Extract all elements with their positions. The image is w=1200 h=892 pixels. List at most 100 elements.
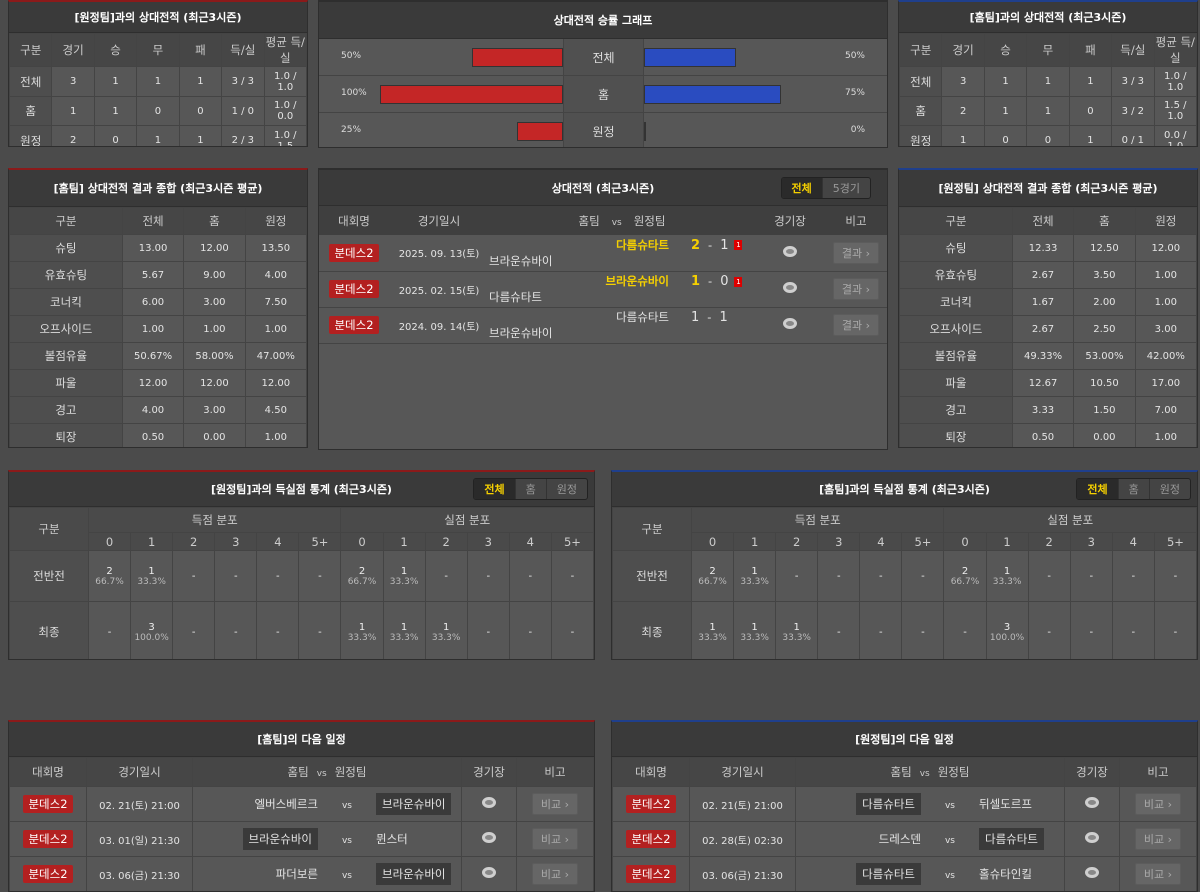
away-team[interactable]: 홀슈타인킬 <box>979 867 1032 881</box>
column-header: 대회명 <box>319 206 389 235</box>
away-score: 1 <box>719 310 728 325</box>
away-team[interactable]: 뒤셀도르프 <box>979 797 1032 811</box>
league-badge[interactable]: 분데스2 <box>23 795 73 813</box>
away-team[interactable]: 브라운슈바이 <box>489 326 553 340</box>
stadium-icon[interactable] <box>783 282 797 293</box>
stadium-icon[interactable] <box>482 797 496 808</box>
red-card-icon: 1 <box>734 276 743 287</box>
column-header: 무 <box>1026 33 1070 67</box>
compare-button[interactable]: 비교 › <box>531 863 579 885</box>
home-team[interactable]: 다름슈타트 <box>856 793 921 815</box>
column-header: 구분 <box>899 33 943 67</box>
result-button-label: 결과 <box>841 246 863 260</box>
home-team[interactable]: 다름슈타트 <box>856 863 921 885</box>
teams-cell: 드레스덴 vs 다름슈타트 <box>795 821 1065 857</box>
tab-all[interactable]: 전체 <box>474 479 515 499</box>
league-badge[interactable]: 분데스2 <box>329 280 379 298</box>
tab-away[interactable]: 원정 <box>545 479 587 499</box>
away-team[interactable]: 브라운슈바이 <box>489 253 553 268</box>
away-team[interactable]: 다름슈타트 <box>979 828 1044 850</box>
league-badge[interactable]: 분데스2 <box>329 243 379 262</box>
row-label: 홈 <box>9 96 53 126</box>
row-label: 볼점유율 <box>9 342 123 370</box>
match-row: 분데스2 2025. 02. 15(토) 브라운슈바이 1-0 1다름슈타트 결과 › <box>319 271 887 308</box>
scored-cell: - <box>859 601 903 659</box>
league-badge[interactable]: 분데스2 <box>626 795 676 813</box>
compare-button[interactable]: 비교 › <box>531 793 579 815</box>
date-cell: 2025. 02. 15(토) <box>389 271 489 308</box>
cell-value: 1 <box>941 125 985 146</box>
count: - <box>570 570 575 582</box>
stadium-icon[interactable] <box>1085 797 1099 808</box>
tab-home[interactable]: 홈 <box>1117 479 1149 499</box>
home-team[interactable]: 엘버스베르크 <box>254 797 318 811</box>
goals-home-panel: [홈팀]과의 득실점 통계 (최근3시즌) 전체 홈 원정 구분 득점 분포 실점 분포 0 1… <box>611 470 1198 660</box>
home-team[interactable]: 브라운슈바이 <box>605 274 669 288</box>
cell-value: 3 <box>51 66 95 97</box>
stadium-icon[interactable] <box>783 245 797 257</box>
count: - <box>1131 626 1136 638</box>
away-team[interactable]: 브라운슈바이 <box>376 863 452 885</box>
scored-cell: - <box>256 601 300 659</box>
note-cell: 비교 › <box>1119 786 1197 822</box>
column-header: 원정 <box>244 207 307 235</box>
compare-button[interactable]: 비교 › <box>1134 863 1182 885</box>
conceded-cell: - <box>1153 550 1197 602</box>
chevron-right-icon: › <box>561 798 570 811</box>
scored-header: 득점 분포 <box>87 507 342 533</box>
panel-title: [원정팀]의 다음 일정 <box>612 722 1197 757</box>
tab-all[interactable]: 전체 <box>1077 479 1118 499</box>
scored-cell: - <box>298 550 342 602</box>
stadium-icon[interactable] <box>1085 832 1099 843</box>
league-badge[interactable]: 분데스2 <box>626 830 676 848</box>
filter-tabs: 전체 홈 원정 <box>1076 478 1191 500</box>
vs-label: vs <box>944 801 955 811</box>
stadium-icon[interactable] <box>1085 867 1099 878</box>
row-label: 경고 <box>9 396 123 424</box>
stadium-icon[interactable] <box>482 832 496 843</box>
table-row: 전반전 2 66.7% 1 33.3% - - - -2 66.7% 1 33.3% - - - - <box>612 550 1197 602</box>
compare-button[interactable]: 비교 › <box>1134 793 1182 815</box>
column-header: 승 <box>983 33 1028 67</box>
result-button[interactable]: 결과 › <box>832 314 880 336</box>
count: - <box>107 626 112 638</box>
conceded-cell: 3 100.0% <box>985 601 1029 659</box>
column-header: 득/실 <box>1111 33 1155 67</box>
home-bar <box>517 122 563 141</box>
percentage: 66.7% <box>347 576 377 587</box>
compare-button[interactable]: 비교 › <box>531 828 579 850</box>
home-team[interactable]: 다름슈타트 <box>616 237 669 252</box>
compare-button[interactable]: 비교 › <box>1134 828 1182 850</box>
league-badge[interactable]: 분데스2 <box>23 830 73 848</box>
home-team[interactable]: 브라운슈바이 <box>242 828 318 850</box>
result-button[interactable]: 결과 › <box>832 241 880 264</box>
scored-cell: - <box>87 601 132 659</box>
away-team[interactable]: 브라운슈바이 <box>376 793 452 815</box>
tab-home[interactable]: 홈 <box>514 479 546 499</box>
home-team[interactable]: 파더보른 <box>275 867 318 881</box>
stats-table: 구분 경기 승 무 패 득/실 평균 득/실 전체 3 1 1 1 3 / 3 1.0 / 1.0 홈 2 1 1… <box>899 33 1197 146</box>
stadium-icon[interactable] <box>783 318 797 329</box>
tab-5-games[interactable]: 5경기 <box>821 177 870 198</box>
league-badge[interactable]: 분데스2 <box>626 865 676 883</box>
home-team[interactable]: 다름슈타트 <box>616 310 669 324</box>
conceded-cell: - <box>943 601 987 659</box>
count: - <box>191 626 196 638</box>
cell-value: 1.00 <box>121 315 185 343</box>
league-badge[interactable]: 분데스2 <box>329 316 379 334</box>
home-team[interactable]: 드레스덴 <box>878 832 921 846</box>
tab-all[interactable]: 전체 <box>781 177 822 198</box>
result-button[interactable]: 결과 › <box>832 278 880 300</box>
column-header: 비고 <box>825 206 887 235</box>
column-header: 패 <box>178 33 223 67</box>
away-team[interactable]: 뮌스터 <box>376 832 408 846</box>
league-badge[interactable]: 분데스2 <box>23 865 73 883</box>
column-header: 홈 <box>183 207 246 235</box>
panel-title: [원정팀]과의 득실점 통계 (최근3시즌) <box>211 483 392 496</box>
percentage: 33.3% <box>137 576 166 587</box>
score-separator: - <box>707 310 712 324</box>
stadium-icon[interactable] <box>482 867 496 878</box>
away-team[interactable]: 다름슈타트 <box>489 290 542 304</box>
tab-away[interactable]: 원정 <box>1148 479 1190 499</box>
table-row: 퇴장 0.50 0.00 1.00 <box>9 423 307 447</box>
